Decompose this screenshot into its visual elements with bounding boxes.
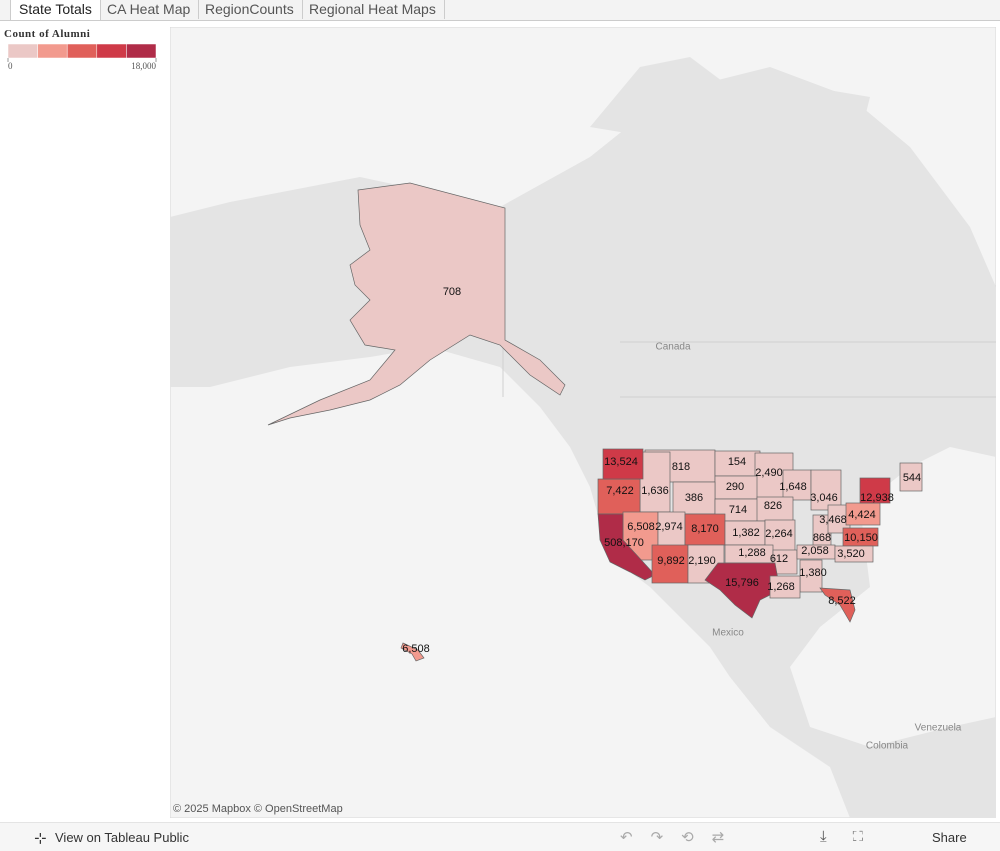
region: [400, 642, 425, 662]
region-label: 1,636: [641, 485, 669, 497]
legend-swatch: [7, 43, 38, 59]
region-label: 708: [443, 286, 461, 298]
view-link[interactable]: View on Tableau Public: [55, 830, 189, 845]
region: [597, 513, 656, 581]
tab-bar: State Totals CA Heat Map RegionCounts Re…: [0, 0, 1000, 21]
footer: ⊹ View on Tableau Public ↶↷⟲⇄ ⤓⛶ Share: [0, 822, 1000, 851]
region: [834, 545, 874, 563]
region-label: 2,190: [688, 555, 716, 567]
region: [672, 481, 716, 515]
region-label: 508,170: [604, 537, 644, 549]
legend-swatch: [96, 43, 127, 59]
region-label: 1,380: [799, 567, 827, 579]
region: [810, 469, 842, 511]
region-label: 15,796: [725, 577, 759, 589]
region: [769, 575, 801, 599]
legend-title: Count of Alumni: [4, 28, 91, 40]
legend-tick-label: 18,000: [131, 61, 156, 71]
region-label: 868: [813, 532, 831, 544]
legend-scale: 0 18,000: [7, 43, 157, 71]
region-label: 1,268: [767, 581, 795, 593]
region: [657, 511, 686, 548]
region: [859, 477, 891, 504]
region-label: 8,522: [828, 595, 856, 607]
region-label: 818: [672, 461, 690, 473]
attribution: © 2025 Mapbox © OpenStreetMap: [173, 803, 343, 815]
region-label: 714: [729, 504, 747, 516]
tab[interactable]: State Totals: [10, 0, 101, 20]
place-label: Venezuela: [915, 723, 962, 734]
region-label: 2,264: [765, 528, 793, 540]
region: [899, 462, 923, 492]
region-label: 10,150: [844, 532, 878, 544]
region-label: 1,288: [738, 547, 766, 559]
place-label: Mexico: [712, 628, 744, 639]
region-label: 154: [728, 456, 746, 468]
place-label: Colombia: [866, 741, 909, 752]
legend-swatch: [37, 43, 68, 59]
region-label: 386: [685, 492, 703, 504]
region: [597, 478, 641, 515]
region-label: 3,046: [810, 492, 838, 504]
region-label: 544: [903, 472, 921, 484]
tab[interactable]: Regional Heat Maps: [301, 0, 445, 19]
toolbar-icons: ⤓⛶: [820, 828, 890, 845]
region-label: 6,508: [627, 521, 655, 533]
region-label: 6,508: [402, 643, 430, 655]
region-label: 2,974: [655, 521, 683, 533]
region-label: 2,490: [755, 467, 783, 479]
region-label: 612: [770, 553, 788, 565]
region-label: 8,170: [691, 523, 719, 535]
region: [639, 451, 671, 513]
share-button[interactable]: Share: [932, 830, 967, 845]
legend-swatch: [126, 43, 157, 59]
region: [267, 182, 566, 426]
region: [772, 549, 798, 575]
region-label: 7,422: [606, 485, 634, 497]
tab[interactable]: RegionCounts: [197, 0, 303, 19]
region-label: 13,524: [604, 456, 638, 468]
region-label: 1,648: [779, 481, 807, 493]
region-label: 1,382: [732, 527, 760, 539]
region-label: 2,058: [801, 545, 829, 557]
land: [590, 57, 870, 147]
region: [651, 544, 689, 584]
region: [684, 513, 726, 546]
region-label: 3,468: [819, 514, 847, 526]
region-label: 290: [726, 481, 744, 493]
region: [602, 448, 644, 480]
toolbar-icons: ↶↷⟲⇄: [620, 829, 743, 846]
region: [704, 562, 781, 619]
region-label: 4,424: [848, 509, 876, 521]
legend-swatch: [66, 43, 98, 59]
region-label: 3,520: [837, 548, 865, 560]
region-label: 12,938: [860, 492, 894, 504]
icon: ⊹: [34, 830, 47, 847]
legend: Count of Alumni 0 18,000: [4, 28, 164, 95]
region: [819, 587, 856, 623]
place-label: Canada: [655, 342, 690, 353]
region-label: 826: [764, 500, 782, 512]
legend-tick-label: 0: [8, 61, 13, 71]
tab[interactable]: CA Heat Map: [99, 0, 200, 19]
region-label: 9,892: [657, 555, 685, 567]
